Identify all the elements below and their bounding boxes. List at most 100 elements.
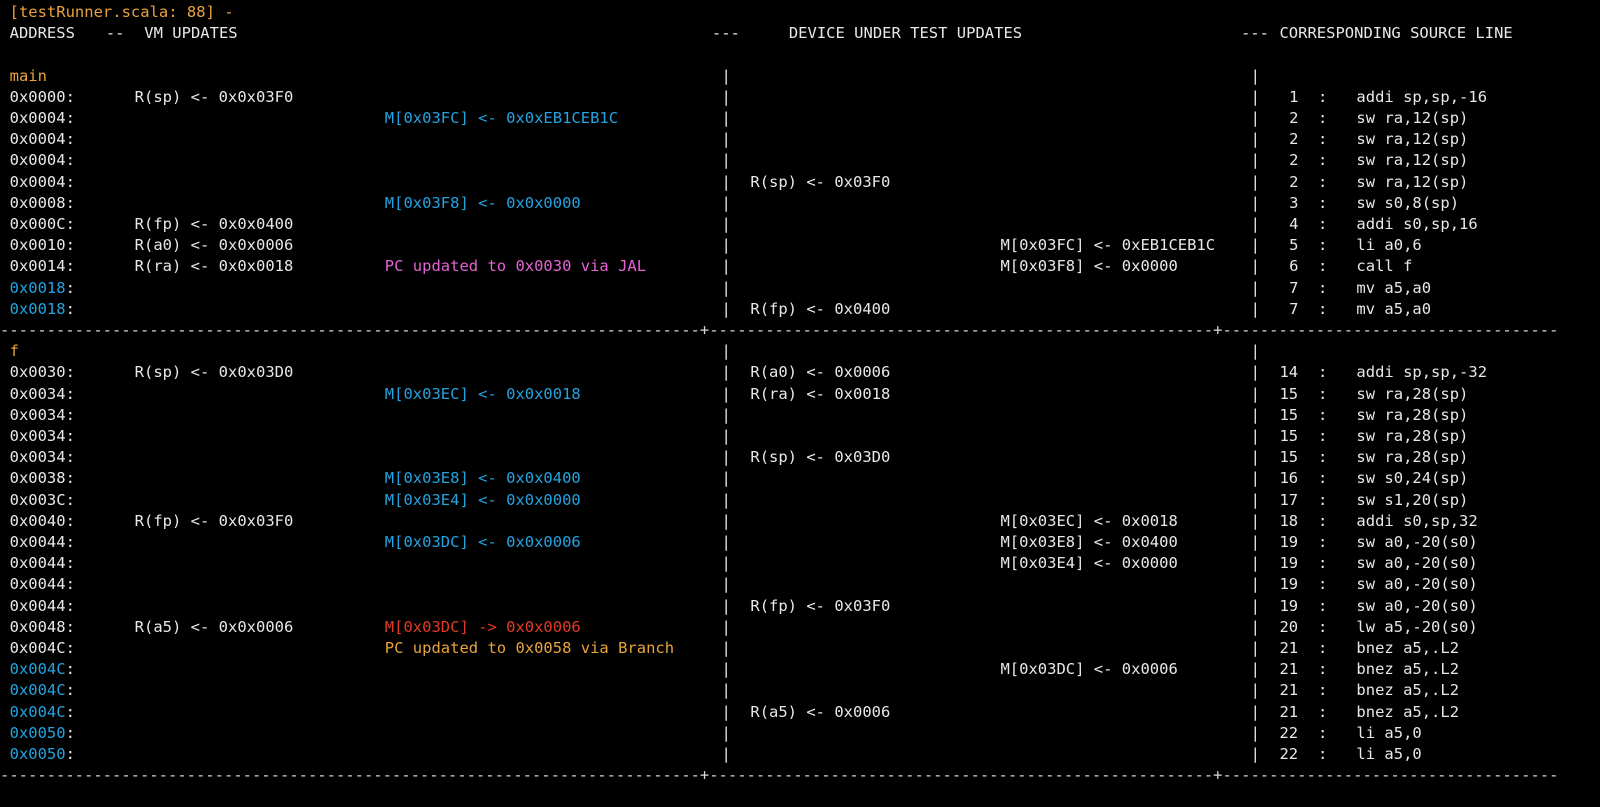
column-divider-left: | xyxy=(721,639,731,657)
source-line-text: sw ra,28(sp) xyxy=(1356,427,1469,445)
address-value: 0x0034 xyxy=(9,448,66,467)
source-line-colon: : xyxy=(1317,257,1328,276)
source-line-number: 21 xyxy=(1279,702,1299,721)
address-value: 0x0018 xyxy=(9,299,66,318)
column-divider-right: | xyxy=(1250,278,1260,297)
source-line-colon: : xyxy=(1317,639,1328,657)
address-colon: : xyxy=(65,109,75,127)
trace-title: [testRunner.scala: 88] - xyxy=(9,3,234,21)
source-line-colon: : xyxy=(1317,278,1328,297)
column-divider-left: | xyxy=(721,469,731,488)
column-divider-right: | xyxy=(1250,193,1260,212)
column-divider-right: | xyxy=(1250,405,1260,424)
block-separator: ----------------------------------------… xyxy=(0,766,1559,785)
address-cell: 0x0040: xyxy=(10,511,75,532)
address-value: 0x0004 xyxy=(9,151,66,170)
source-line-number: 22 xyxy=(1279,745,1299,763)
address-cell: 0x003C: xyxy=(10,490,75,511)
address-colon: : xyxy=(65,554,75,573)
source-line-number: 19 xyxy=(1279,575,1299,594)
address-cell: 0x0038: xyxy=(10,468,75,489)
source-line-number: 22 xyxy=(1279,723,1299,742)
address-cell: 0x0048: xyxy=(10,617,75,638)
source-line-text: sw ra,28(sp) xyxy=(1356,448,1469,467)
address-value: 0x0034 xyxy=(9,405,66,424)
source-line-number: 4 xyxy=(1289,215,1299,233)
address-colon: : xyxy=(65,405,75,424)
column-divider-left: | xyxy=(721,87,731,106)
source-line-text: sw ra,28(sp) xyxy=(1356,384,1469,403)
address-cell: 0x004C: xyxy=(10,638,75,659)
column-divider-left: | xyxy=(721,660,731,679)
address-value: 0x0034 xyxy=(9,427,66,445)
column-divider-right: | xyxy=(1250,596,1260,615)
column-divider-left: | xyxy=(721,405,731,424)
source-line-colon: : xyxy=(1317,172,1328,191)
address-colon: : xyxy=(65,660,75,679)
vm-register-update: R(a0) <- 0x0x0006 xyxy=(134,236,294,255)
source-line-number: 2 xyxy=(1289,151,1299,170)
trace-row: 0x0004: | R(sp) <- 0x03F0 | 2: sw ra,12(sp) xyxy=(0,172,1600,193)
address-value: 0x0044 xyxy=(9,554,66,573)
address-colon: : xyxy=(65,151,75,170)
vm-pc-update: PC updated to 0x0058 via Branch xyxy=(384,639,675,657)
vm-memory-write: M[0x03E4] <- 0x0x0000 xyxy=(384,490,581,509)
column-divider-left: | xyxy=(721,702,731,721)
address-colon: : xyxy=(65,511,75,530)
source-line-text: lw a5,-20(s0) xyxy=(1356,617,1478,636)
address-value: 0x003C xyxy=(9,490,66,509)
source-line-number: 20 xyxy=(1279,617,1299,636)
trace-row: 0x0040: R(fp) <- 0x0x03F0 | M[0x03EC] <- 0x… xyxy=(0,511,1600,532)
trace-row: 0x004C: PC updated to 0x0058 via Branch | |… xyxy=(0,638,1600,659)
address-value: 0x0004 xyxy=(9,130,66,149)
function-label: f xyxy=(9,342,19,361)
address-cell: 0x0004: xyxy=(10,172,75,193)
address-value: 0x0044 xyxy=(9,533,66,551)
column-divider-right: | xyxy=(1250,448,1260,467)
source-line-text: sw a0,-20(s0) xyxy=(1356,554,1478,573)
trace-row: 0x0018: | | 7: mv a5,a0 xyxy=(0,278,1600,299)
source-line-colon: : xyxy=(1317,405,1328,424)
source-line-text: sw a0,-20(s0) xyxy=(1356,596,1478,615)
trace-row: 0x004C: | | 21: bnez a5,.L2 xyxy=(0,680,1600,701)
column-divider-left: | xyxy=(721,109,731,127)
dut-memory-update: M[0x03FC] <- 0xEB1CEB1C xyxy=(1000,236,1216,255)
column-divider-left: | xyxy=(721,511,731,530)
address-colon: : xyxy=(65,533,75,551)
dut-register-update: R(a5) <- 0x0006 xyxy=(750,702,891,721)
source-line-number: 21 xyxy=(1279,681,1299,700)
address-cell: 0x0018: xyxy=(10,278,75,299)
column-divider-right: | xyxy=(1250,511,1260,530)
source-line-text: li a5,0 xyxy=(1356,745,1422,763)
source-line-number: 16 xyxy=(1279,469,1299,488)
column-divider-right: | xyxy=(1250,236,1260,255)
source-line-text: sw s0,24(sp) xyxy=(1356,469,1469,488)
source-line-number: 15 xyxy=(1279,427,1299,445)
address-cell: 0x0010: xyxy=(10,235,75,256)
source-line-text: call f xyxy=(1356,257,1413,276)
source-line-colon: : xyxy=(1317,660,1328,679)
address-cell: 0x0018: xyxy=(10,299,75,320)
address-value: 0x000C xyxy=(9,215,66,233)
trace-row: 0x0034: | | 15: sw ra,28(sp) xyxy=(0,405,1600,426)
column-divider-left: | xyxy=(721,596,731,615)
source-line-number: 19 xyxy=(1279,596,1299,615)
address-colon: : xyxy=(65,469,75,488)
source-line-number: 3 xyxy=(1289,193,1299,212)
source-line-text: sw s0,8(sp) xyxy=(1356,193,1460,212)
address-cell: 0x0014: xyxy=(10,256,75,277)
address-value: 0x004C xyxy=(9,639,66,657)
address-colon: : xyxy=(65,702,75,721)
source-line-number: 19 xyxy=(1279,533,1299,551)
source-line-number: 5 xyxy=(1289,236,1299,255)
column-divider-right: | xyxy=(1250,702,1260,721)
source-line-number: 19 xyxy=(1279,554,1299,573)
source-line-number: 15 xyxy=(1279,405,1299,424)
address-cell: 0x0008: xyxy=(10,193,75,214)
address-value: 0x004C xyxy=(9,702,66,721)
address-value: 0x0018 xyxy=(9,278,66,297)
column-divider-left: | xyxy=(721,427,731,445)
column-divider-left: | xyxy=(721,342,731,361)
source-line-colon: : xyxy=(1317,617,1328,636)
address-colon: : xyxy=(65,257,75,276)
